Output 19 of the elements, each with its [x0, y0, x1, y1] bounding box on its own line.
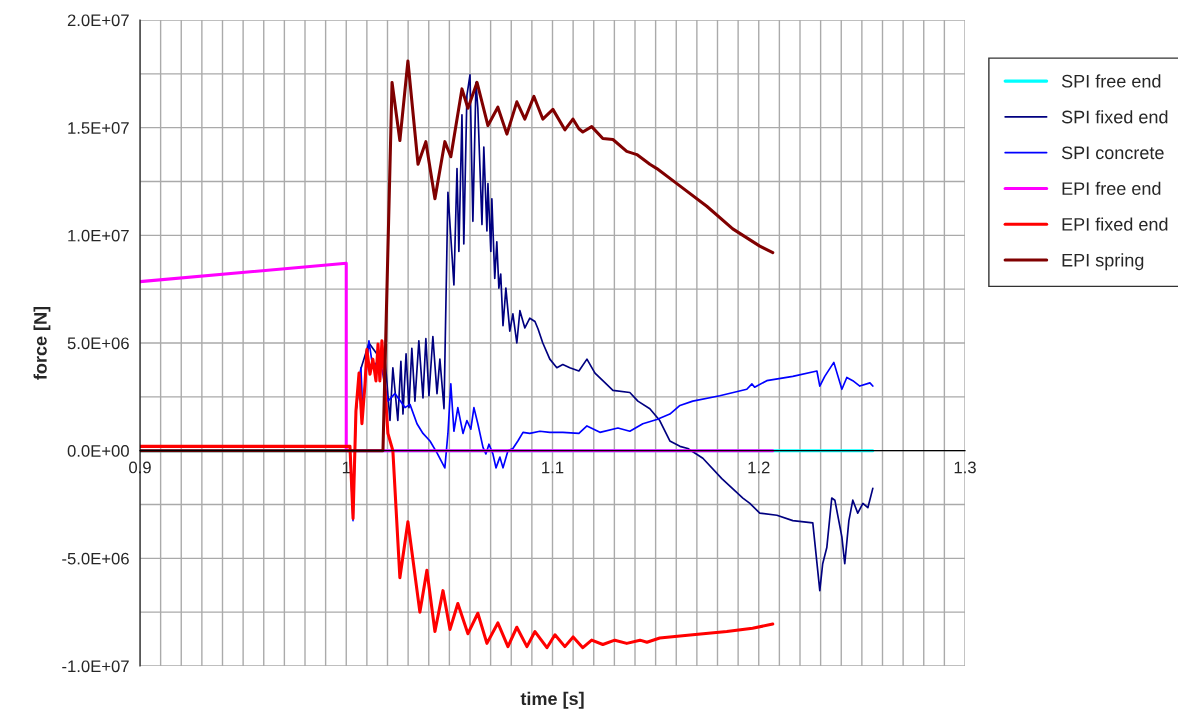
y-tick-label: -5.0E+06	[62, 552, 129, 565]
legend-label: EPI spring	[1062, 253, 1144, 271]
legend-label: EPI free end	[1062, 181, 1161, 195]
y-tick-label: 1.5E+07	[68, 122, 129, 134]
y-tick-label: -1.0E+07	[62, 660, 129, 673]
y-tick-label: 1.0E+07	[68, 229, 129, 242]
legend-label: EPI fixed end	[1062, 217, 1168, 231]
x-axis-title: time [s]	[520, 691, 584, 709]
x-tick-label: 1.3	[954, 461, 976, 474]
x-tick-label: 1.2	[748, 461, 770, 474]
legend-label: SPI free end	[1061, 74, 1161, 88]
y-tick-label: 5.0E+06	[67, 337, 129, 350]
y-tick-label: 2.0E+07	[67, 14, 129, 27]
y-tick-label: 0.0E+00	[67, 445, 129, 457]
legend-label: SPI fixed end	[1061, 110, 1168, 124]
line-series	[140, 59, 775, 453]
y-axis-title: force [N]	[33, 306, 51, 380]
x-tick-label: 1.1	[542, 461, 564, 474]
legend-label: SPI concrete	[1061, 146, 1164, 160]
